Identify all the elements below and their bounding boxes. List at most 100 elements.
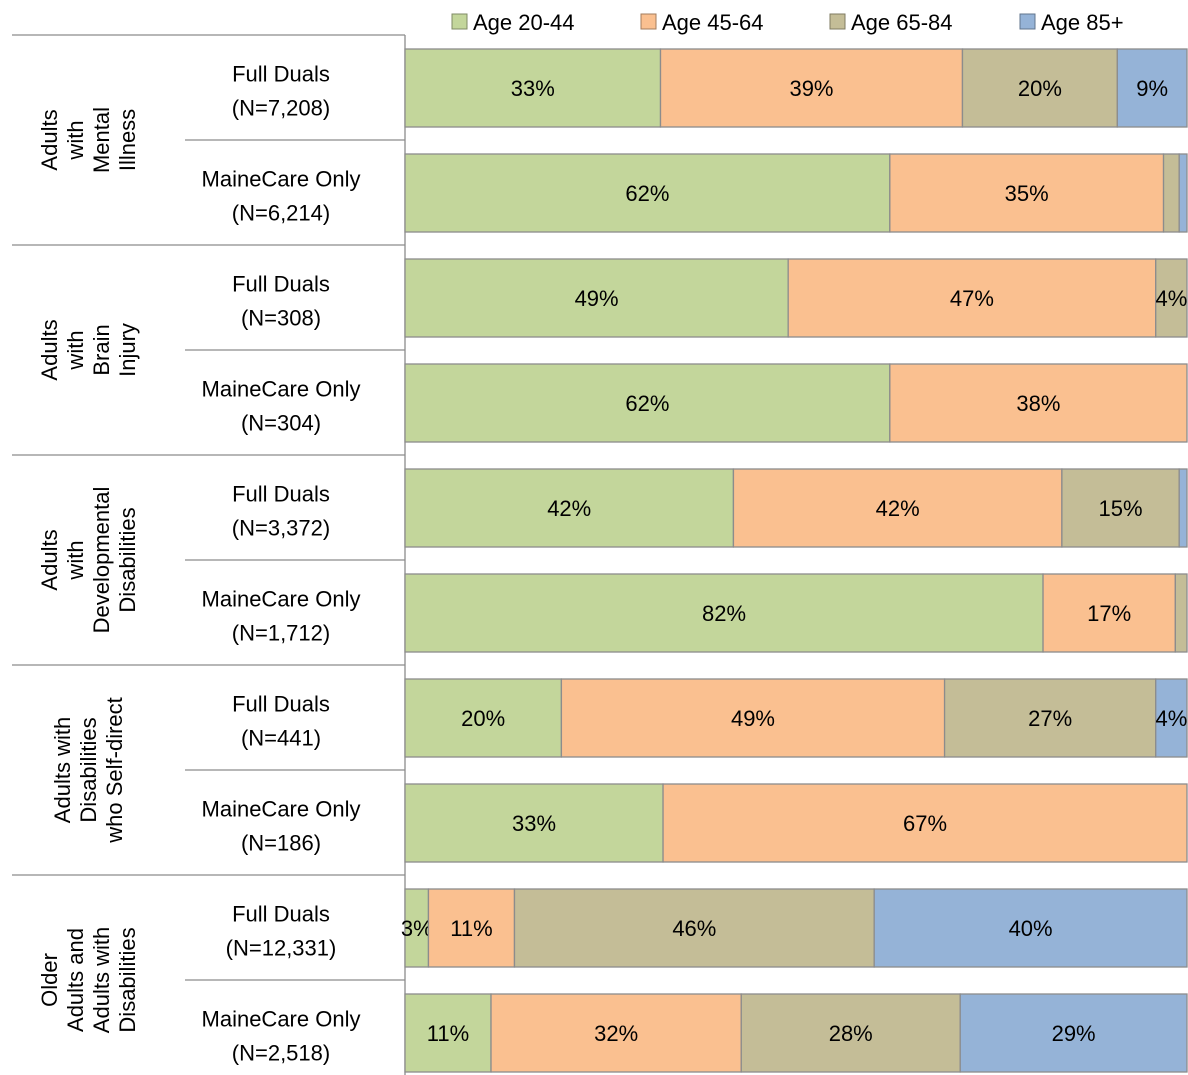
data-label: 20% bbox=[461, 706, 505, 731]
data-label: 28% bbox=[829, 1021, 873, 1046]
data-label: 27% bbox=[1028, 706, 1072, 731]
legend: Age 20-44 Age 45-64 Age 65-84 Age 85+ bbox=[452, 10, 1124, 35]
group-label-line: Disabilities bbox=[115, 927, 140, 1032]
legend-swatch bbox=[641, 14, 656, 29]
group-label-line: Developmental bbox=[89, 487, 114, 634]
data-label: 46% bbox=[672, 916, 716, 941]
bar-category-label-line: Full Duals bbox=[232, 482, 330, 507]
bar-category-label-line: MaineCare Only bbox=[202, 377, 361, 402]
group-label: AdultswithMentalIllness bbox=[37, 107, 140, 173]
data-label: 32% bbox=[594, 1021, 638, 1046]
data-label: 33% bbox=[511, 76, 555, 101]
data-label: 38% bbox=[1016, 391, 1060, 416]
group-label-line: Older bbox=[37, 953, 62, 1007]
bars: 33% 39% 20% 9% 62% 35% 49% 47% 4% 62% 38% 42% 42% 15%… bbox=[401, 49, 1187, 1072]
bar-category-label-line: (N=6,214) bbox=[232, 201, 330, 226]
group-label-line: Adults bbox=[37, 109, 62, 170]
bar-category-label: Full Duals (N=12,331) bbox=[226, 902, 337, 961]
group-label-line: Disabilities bbox=[115, 507, 140, 612]
data-label: 39% bbox=[789, 76, 833, 101]
data-label: 15% bbox=[1099, 496, 1143, 521]
group-label-line: Adults bbox=[37, 319, 62, 380]
bar-category-label-line: (N=2,518) bbox=[232, 1041, 330, 1066]
legend-swatch bbox=[452, 14, 467, 29]
data-label: 4% bbox=[1155, 286, 1187, 311]
data-label: 82% bbox=[702, 601, 746, 626]
data-label: 67% bbox=[903, 811, 947, 836]
group-label-line: with bbox=[63, 330, 88, 370]
bar-segment bbox=[1175, 574, 1187, 652]
group-labels: AdultswithMentalIllnessAdultswithBrainIn… bbox=[37, 107, 140, 1033]
bar-category-label-line: (N=7,208) bbox=[232, 96, 330, 121]
data-label: 62% bbox=[625, 181, 669, 206]
bar-category-label: MaineCare Only (N=1,712) bbox=[202, 587, 361, 646]
legend-swatch bbox=[1020, 14, 1035, 29]
group-label-line: with bbox=[63, 120, 88, 160]
bar-category-label-line: (N=304) bbox=[241, 411, 321, 436]
bar-category-label-line: (N=1,712) bbox=[232, 621, 330, 646]
group-label-line: Disabilities bbox=[76, 717, 101, 822]
data-label: 11% bbox=[427, 1021, 469, 1046]
bar-category-label-line: (N=308) bbox=[241, 306, 321, 331]
legend-swatch bbox=[830, 14, 845, 29]
bar-category-label: MaineCare Only (N=186) bbox=[202, 797, 361, 856]
group-label-line: who Self-direct bbox=[102, 697, 127, 844]
group-label-line: Mental bbox=[89, 107, 114, 173]
bar-category-label-line: Full Duals bbox=[232, 902, 330, 927]
bar-category-label: Full Duals (N=7,208) bbox=[232, 62, 330, 121]
bar-category-label: MaineCare Only (N=304) bbox=[202, 377, 361, 436]
group-label: Adults withDisabilitieswho Self-direct bbox=[50, 697, 127, 844]
bar-category-labels: Full Duals (N=7,208) MaineCare Only (N=6,21… bbox=[202, 62, 361, 1066]
legend-label: Age 20-44 bbox=[473, 10, 575, 35]
data-label: 40% bbox=[1009, 916, 1053, 941]
group-label: OlderAdults andAdults withDisabilities bbox=[37, 927, 140, 1033]
bar-category-label-line: MaineCare Only bbox=[202, 1007, 361, 1032]
group-label-line: Brain bbox=[89, 324, 114, 375]
legend-label: Age 85+ bbox=[1041, 10, 1124, 35]
data-label: 49% bbox=[731, 706, 775, 731]
data-label: 20% bbox=[1018, 76, 1062, 101]
group-label: AdultswithDevelopmentalDisabilities bbox=[37, 487, 140, 634]
bar-category-label: Full Duals (N=3,372) bbox=[232, 482, 330, 541]
group-label-line: Injury bbox=[115, 323, 140, 377]
data-label: 9% bbox=[1136, 76, 1168, 101]
data-label: 33% bbox=[512, 811, 556, 836]
group-label: AdultswithBrainInjury bbox=[37, 319, 140, 380]
bar-category-label: MaineCare Only (N=2,518) bbox=[202, 1007, 361, 1066]
bar-category-label-line: (N=12,331) bbox=[226, 936, 337, 961]
group-label-line: with bbox=[63, 540, 88, 580]
legend-label: Age 65-84 bbox=[851, 10, 953, 35]
group-label-line: Adults with bbox=[50, 717, 75, 823]
bar-category-label-line: (N=186) bbox=[241, 831, 321, 856]
data-label: 42% bbox=[876, 496, 920, 521]
bar-category-label: MaineCare Only (N=6,214) bbox=[202, 167, 361, 226]
bar-category-label: Full Duals (N=441) bbox=[232, 692, 330, 751]
data-label: 49% bbox=[575, 286, 619, 311]
bar-category-label-line: Full Duals bbox=[232, 272, 330, 297]
bar-segment bbox=[1164, 154, 1180, 232]
legend-label: Age 45-64 bbox=[662, 10, 764, 35]
bar-category-label-line: Full Duals bbox=[232, 692, 330, 717]
data-label: 35% bbox=[1005, 181, 1049, 206]
data-label: 47% bbox=[950, 286, 994, 311]
bar-category-label-line: MaineCare Only bbox=[202, 587, 361, 612]
data-label: 62% bbox=[625, 391, 669, 416]
group-label-line: Adults and bbox=[63, 928, 88, 1032]
data-label: 42% bbox=[547, 496, 591, 521]
bar-category-label-line: MaineCare Only bbox=[202, 797, 361, 822]
bar-category-label-line: (N=3,372) bbox=[232, 516, 330, 541]
data-label: 4% bbox=[1155, 706, 1187, 731]
group-label-line: Illness bbox=[115, 109, 140, 171]
data-label: 29% bbox=[1052, 1021, 1096, 1046]
bar-category-label-line: Full Duals bbox=[232, 62, 330, 87]
data-label: 11% bbox=[450, 916, 492, 941]
group-label-line: Adults bbox=[37, 529, 62, 590]
data-label: 17% bbox=[1087, 601, 1131, 626]
group-label-line: Adults with bbox=[89, 927, 114, 1033]
bar-segment bbox=[1179, 154, 1187, 232]
bar-category-label: Full Duals (N=308) bbox=[232, 272, 330, 331]
bar-segment bbox=[1179, 469, 1187, 547]
bar-category-label-line: (N=441) bbox=[241, 726, 321, 751]
bar-category-label-line: MaineCare Only bbox=[202, 167, 361, 192]
